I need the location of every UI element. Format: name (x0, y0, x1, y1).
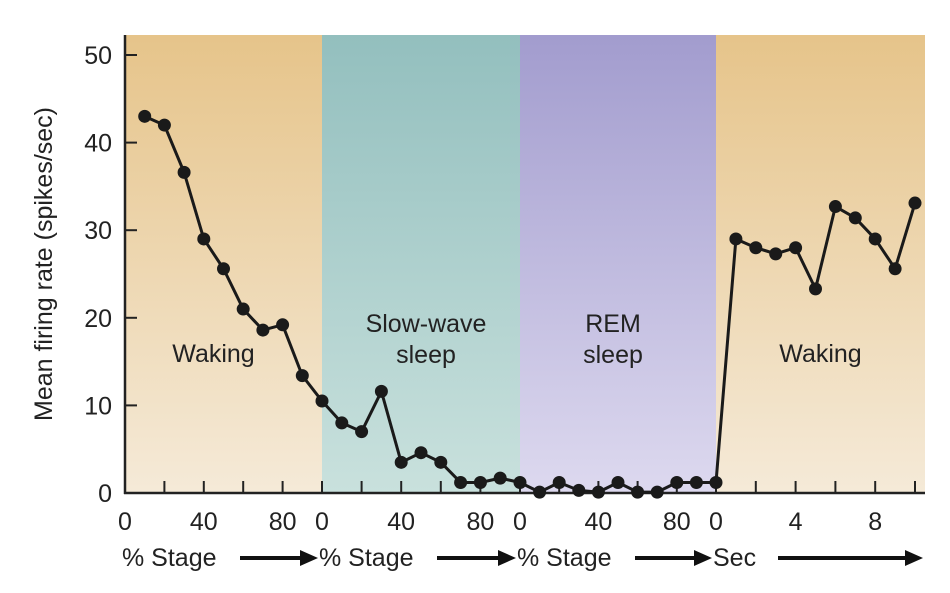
x-unit-label: % Stage (319, 544, 414, 572)
x-tick-label: 80 (269, 508, 297, 536)
x-tick-label: 80 (663, 508, 691, 536)
data-point (533, 485, 547, 499)
x-unit-label: Sec (713, 544, 756, 572)
data-point (709, 475, 723, 489)
x-tick-label: 0 (709, 508, 723, 536)
arrow-head (694, 550, 712, 566)
arrow-head (498, 550, 516, 566)
data-point (434, 455, 448, 469)
data-point (177, 165, 191, 179)
data-point (197, 232, 211, 246)
y-tick-label: 10 (84, 392, 112, 420)
y-tick-label: 30 (84, 217, 112, 245)
y-tick-label: 50 (84, 42, 112, 70)
x-tick-label: 4 (789, 508, 803, 536)
data-point (572, 483, 586, 497)
data-point (473, 475, 487, 489)
data-point (868, 232, 882, 246)
panel-label: Slow-wave sleep (366, 310, 487, 369)
data-point (650, 485, 664, 499)
data-point (749, 241, 763, 255)
data-point (315, 394, 329, 408)
panel-background (322, 35, 520, 493)
y-axis-label: Mean firing rate (spikes/sec) (30, 107, 58, 421)
data-point (769, 247, 783, 261)
data-point (295, 369, 309, 383)
data-point (236, 302, 250, 316)
data-point (670, 475, 684, 489)
data-point (631, 485, 645, 499)
data-point (729, 232, 743, 246)
x-tick-label: 40 (387, 508, 415, 536)
data-point (138, 109, 152, 123)
data-point (888, 262, 902, 276)
x-tick-label: 0 (513, 508, 527, 536)
arrow-head (905, 550, 923, 566)
series-line (144, 114, 917, 494)
data-point (809, 282, 822, 296)
arrow-head (300, 550, 318, 566)
data-point (513, 475, 527, 489)
data-point (552, 475, 566, 489)
x-unit-label: % Stage (122, 544, 217, 572)
panel-background (520, 35, 716, 493)
y-tick-label: 20 (84, 305, 112, 333)
x-tick-label: 80 (466, 508, 494, 536)
x-unit-label: % Stage (517, 544, 612, 572)
data-point (611, 475, 625, 489)
data-point (157, 118, 171, 132)
panel-label: Waking (779, 340, 861, 368)
x-tick-label: 8 (868, 508, 882, 536)
data-point (828, 200, 842, 214)
x-tick-label: 40 (190, 508, 218, 536)
panel-label: REM sleep (583, 310, 643, 369)
y-tick-label: 40 (84, 130, 112, 158)
data-point (454, 475, 468, 489)
data-point (394, 455, 408, 469)
data-point (335, 416, 349, 430)
data-point (848, 211, 862, 225)
x-tick-label: 0 (315, 508, 329, 536)
data-point (276, 318, 290, 332)
data-point (355, 425, 369, 439)
data-point (374, 384, 388, 398)
x-tick-label: 0 (118, 508, 132, 536)
data-point (256, 323, 270, 337)
data-point (414, 446, 428, 460)
data-point (217, 262, 230, 276)
data-point (908, 196, 922, 210)
x-tick-label: 40 (584, 508, 612, 536)
panel-label: Waking (172, 340, 254, 368)
data-point (591, 485, 605, 499)
data-point (689, 475, 703, 489)
data-point (493, 471, 507, 485)
data-point (789, 241, 803, 255)
y-tick-label: 0 (98, 480, 112, 508)
